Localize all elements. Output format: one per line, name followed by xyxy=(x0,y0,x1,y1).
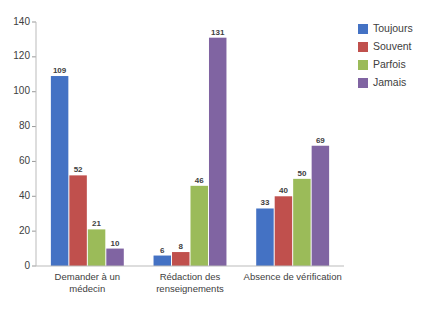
data-label: 8 xyxy=(179,242,184,251)
y-tick-label: 100 xyxy=(13,85,30,96)
bar xyxy=(191,186,208,266)
y-tick xyxy=(32,196,36,197)
chart: 0 20 40 60 80 100 120 140 109 6 33 52 8 40 21 46 50 10 131… xyxy=(0,0,434,310)
bars xyxy=(51,38,329,266)
x-tick-label-line: Absence de vérification xyxy=(244,271,342,282)
y-axis xyxy=(36,22,37,266)
x-axis xyxy=(36,266,344,267)
y-tick xyxy=(32,266,36,267)
y-tick-label: 20 xyxy=(19,225,31,236)
y-tick-label: 60 xyxy=(19,155,31,166)
data-label: 52 xyxy=(74,165,83,174)
data-label: 46 xyxy=(195,176,204,185)
bar xyxy=(275,196,292,266)
bar xyxy=(69,175,86,266)
data-label: 40 xyxy=(279,186,288,195)
y-tick-label: 120 xyxy=(13,50,30,61)
bar xyxy=(88,229,105,266)
data-label: 6 xyxy=(160,246,165,255)
data-label: 21 xyxy=(92,219,101,228)
bar xyxy=(256,208,273,266)
data-label: 109 xyxy=(53,66,67,75)
data-label: 50 xyxy=(297,169,306,178)
bar xyxy=(312,146,329,266)
y-tick xyxy=(32,22,36,23)
x-tick-label-line: renseignements xyxy=(156,283,224,294)
y-tick xyxy=(32,161,36,162)
x-tick-label-line: Demander à un xyxy=(55,271,120,282)
legend-label: Parfois xyxy=(373,58,406,70)
x-tick-label: Absence de vérification xyxy=(244,271,342,282)
x-tick-label: Rédaction desrenseignements xyxy=(156,271,224,294)
legend-swatch xyxy=(358,24,368,34)
bar xyxy=(209,38,226,266)
y-tick xyxy=(32,91,36,92)
y-tick-label: 80 xyxy=(19,120,31,131)
data-label: 10 xyxy=(111,239,120,248)
x-tick-label-line: Rédaction des xyxy=(160,271,221,282)
data-label: 33 xyxy=(260,198,269,207)
bar xyxy=(106,249,123,266)
y-tick-label: 140 xyxy=(13,16,30,27)
legend-label: Jamais xyxy=(373,76,406,88)
y-tick-label: 0 xyxy=(24,260,30,271)
y-tick xyxy=(32,56,36,57)
legend-swatch xyxy=(358,42,368,52)
legend-label: Souvent xyxy=(373,40,412,52)
legend-swatch xyxy=(358,78,368,88)
legend-label: Toujours xyxy=(373,22,413,34)
y-tick xyxy=(32,231,36,232)
bar xyxy=(154,256,171,266)
bar xyxy=(51,76,68,266)
y-tick-label: 40 xyxy=(19,190,31,201)
x-tick-label-line: médecin xyxy=(69,283,105,294)
x-tick-label: Demander à unmédecin xyxy=(55,271,120,294)
bar xyxy=(172,252,189,266)
data-label: 131 xyxy=(211,28,225,37)
y-tick xyxy=(32,126,36,127)
legend-swatch xyxy=(358,60,368,70)
data-label: 69 xyxy=(316,136,325,145)
bar xyxy=(293,179,310,266)
